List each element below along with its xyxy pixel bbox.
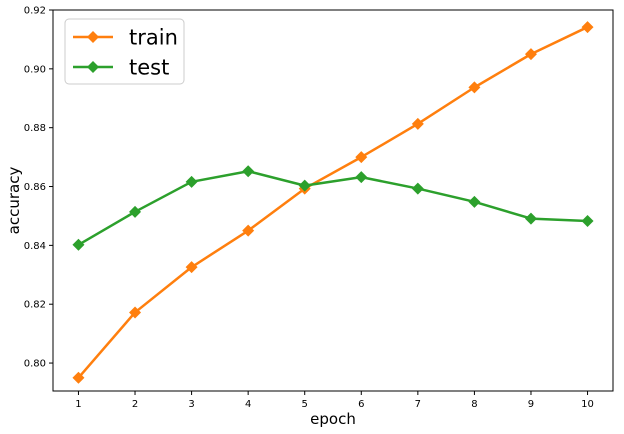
data-point-train	[72, 371, 85, 384]
x-tick-label: 1	[75, 399, 81, 410]
data-point-test	[468, 195, 481, 208]
data-point-train	[524, 48, 537, 61]
data-point-test	[581, 214, 594, 227]
x-tick-label: 2	[132, 399, 138, 410]
data-point-train	[581, 21, 594, 34]
y-tick-label: 0.82	[24, 300, 46, 311]
legend-label-train: train	[129, 26, 178, 50]
data-point-train	[411, 117, 424, 130]
plot-frame	[52, 9, 614, 392]
x-tick-label: 3	[188, 399, 194, 410]
x-tick-label: 4	[245, 399, 251, 410]
x-axis-label: epoch	[310, 410, 356, 428]
y-tick-label: 0.90	[24, 64, 46, 75]
x-tick-label: 5	[302, 399, 308, 410]
data-point-train	[129, 306, 142, 319]
y-tick-label: 0.86	[24, 182, 46, 193]
legend-label-test: test	[129, 56, 169, 80]
legend: train test	[64, 18, 185, 85]
axes: 1 2 3 4 5 6 7 8 9 10 0.80 0.82 0.84 0.86 0.88 0.90 0.92	[24, 6, 594, 411]
data-point-test	[411, 182, 424, 195]
series-line-train	[77, 25, 589, 379]
data-point-test	[298, 179, 311, 192]
data-point-test	[524, 212, 537, 225]
data-point-train	[185, 261, 198, 274]
y-axis-label: accuracy	[5, 167, 23, 235]
y-tick-label: 0.88	[24, 123, 46, 134]
legend-marker-test	[87, 61, 99, 73]
data-point-train	[242, 224, 255, 237]
data-point-train	[468, 81, 481, 94]
x-tick-label: 7	[415, 399, 421, 410]
x-tick-label: 9	[528, 399, 534, 410]
plot-marks	[72, 21, 594, 384]
y-tick-label: 0.92	[24, 6, 46, 17]
data-point-test	[355, 171, 368, 184]
data-point-test	[242, 165, 255, 178]
x-tick-label: 6	[358, 399, 364, 410]
y-tick-label: 0.80	[24, 359, 46, 370]
x-tick-label: 10	[581, 399, 594, 410]
data-point-test	[185, 175, 198, 188]
data-point-test	[129, 205, 142, 218]
legend-marker-train	[87, 31, 99, 43]
x-tick-label: 8	[471, 399, 477, 410]
data-point-test	[72, 238, 85, 251]
y-tick-label: 0.84	[24, 241, 46, 252]
data-point-train	[355, 151, 368, 164]
series-line-test	[77, 169, 588, 246]
